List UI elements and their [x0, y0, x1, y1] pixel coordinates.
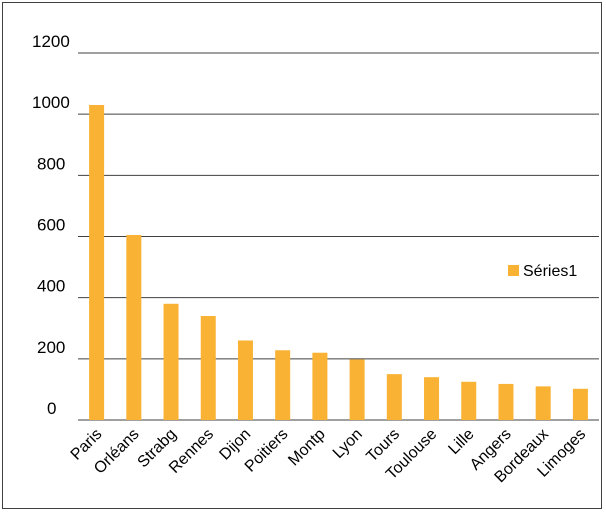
- y-tick-label: 1200: [32, 32, 70, 51]
- bar: [237, 340, 253, 420]
- bar: [126, 234, 142, 420]
- chart-frame: 0 200 400 600 800 1000 1200 Paris Orléans Strabg…: [2, 2, 602, 509]
- y-tick-label: 600: [37, 216, 65, 235]
- bar: [535, 386, 551, 420]
- y-tick-label: 1000: [32, 93, 70, 112]
- y-tick-label: 800: [37, 154, 65, 173]
- x-category-label: Montp: [285, 426, 329, 470]
- bar: [312, 352, 328, 420]
- bar-series: [89, 104, 588, 420]
- bar: [349, 359, 365, 420]
- x-category-label: Lyon: [330, 426, 366, 462]
- bar: [498, 383, 514, 420]
- bar: [461, 381, 477, 420]
- bar: [200, 316, 216, 420]
- bar-chart: 0 200 400 600 800 1000 1200 ParisOrléansStrabg…: [32, 32, 599, 487]
- bar: [275, 350, 291, 420]
- y-tick-label: 0: [47, 399, 56, 418]
- legend-swatch: [508, 265, 519, 276]
- gridlines: [78, 52, 599, 421]
- y-tick-label: 400: [37, 277, 65, 296]
- bar: [572, 388, 588, 420]
- y-axis-tick-labels: 0 200 400 600 800 1000 1200: [32, 32, 70, 418]
- bar: [386, 374, 402, 420]
- bar: [89, 104, 105, 420]
- legend-label: Séries1: [523, 263, 577, 280]
- bar: [163, 303, 179, 420]
- bar: [424, 377, 440, 420]
- y-tick-label: 200: [37, 338, 65, 357]
- legend: Séries1: [508, 263, 577, 280]
- x-category-label: Lille: [445, 426, 477, 458]
